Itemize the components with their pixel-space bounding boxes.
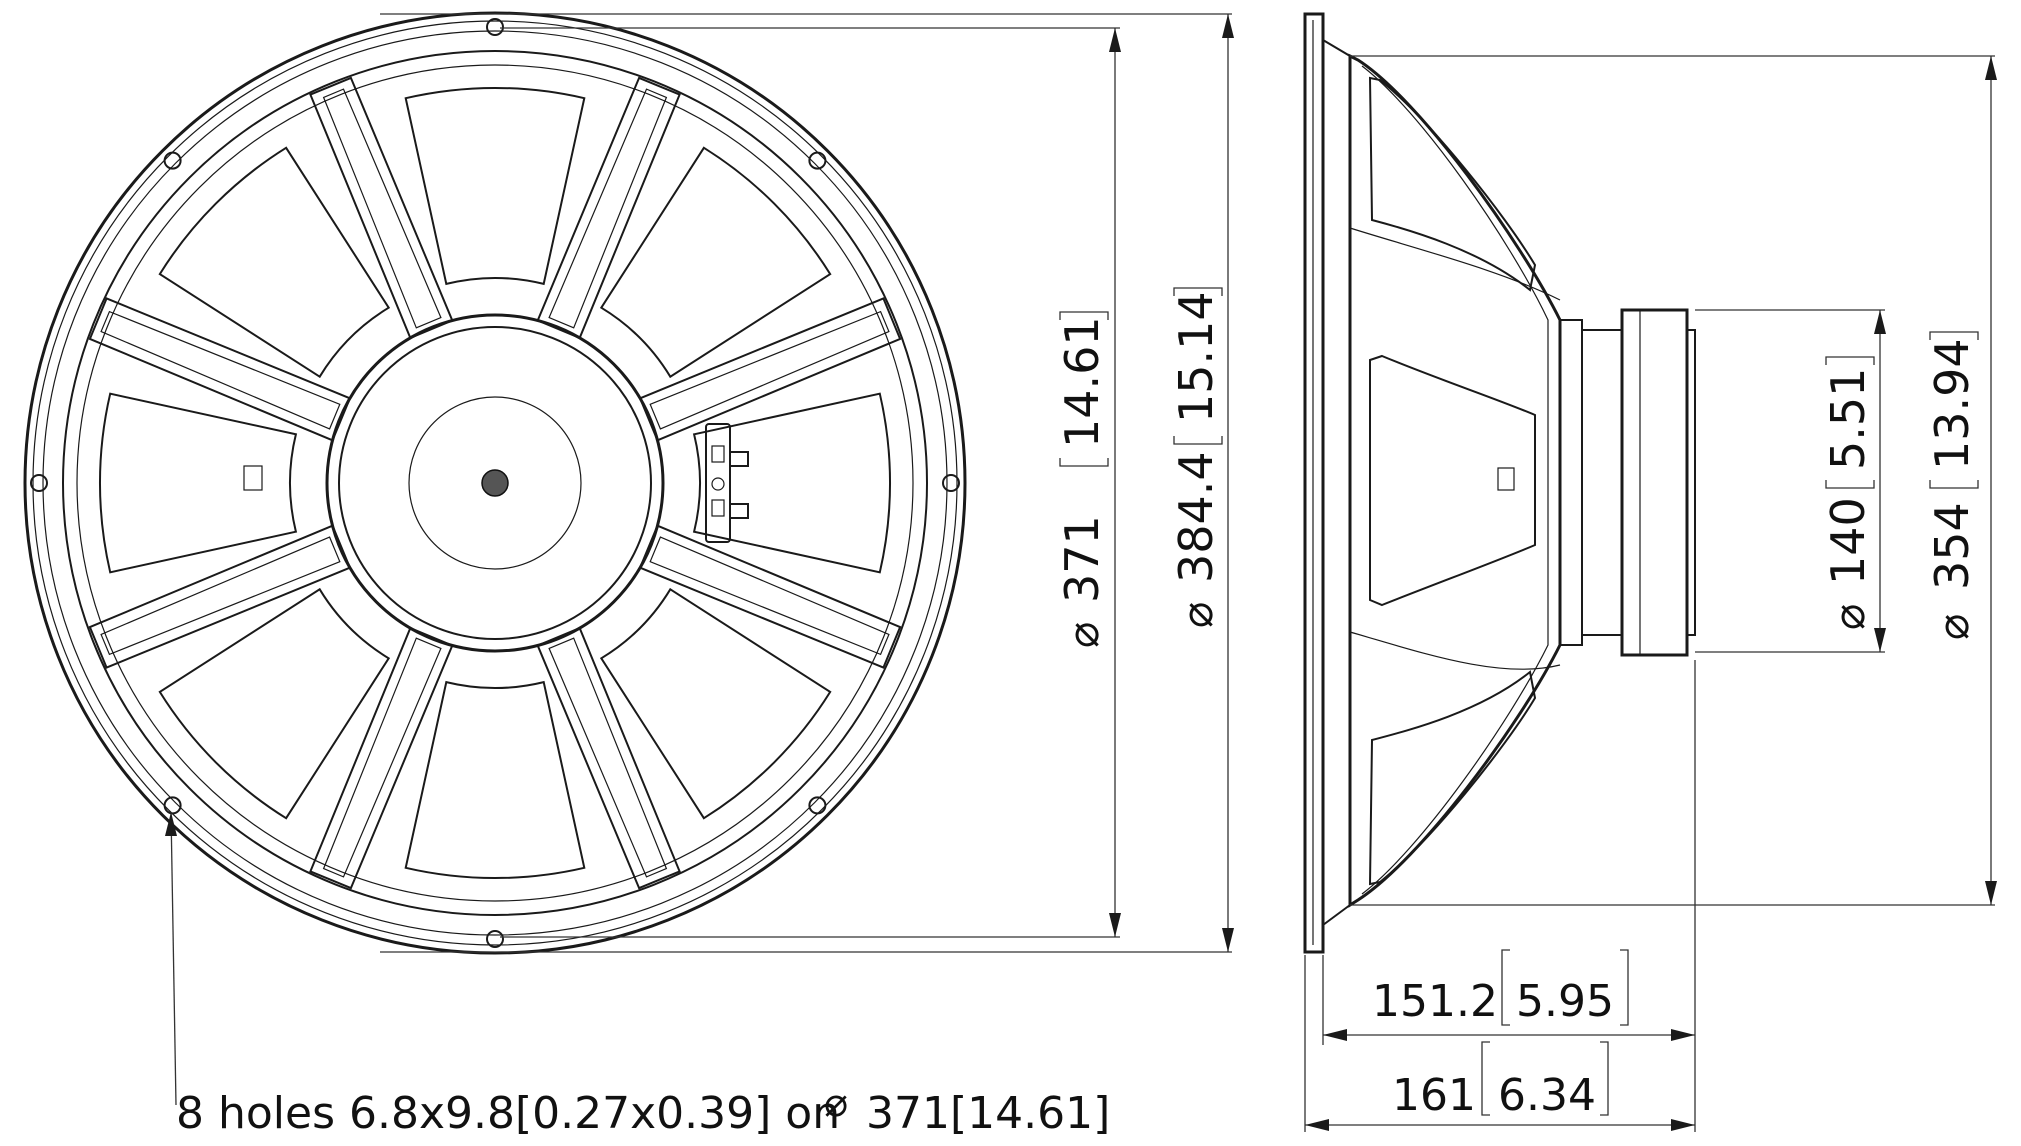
diameter-symbol-384: ⌀ <box>1172 602 1223 629</box>
basket-window <box>599 587 832 820</box>
basket-rim <box>62 50 928 916</box>
side-dimensions <box>1304 55 1997 1132</box>
magnet-plate <box>1581 329 1623 636</box>
mounting-hole <box>163 796 182 815</box>
dim-354-inch: 13.94 <box>1925 338 1979 470</box>
dim-151-inch: 5.95 <box>1516 976 1614 1027</box>
frame-ring-2 <box>32 20 958 946</box>
magnet-body <box>1620 308 1689 657</box>
magnet-outer <box>325 313 665 653</box>
mounting-hole <box>486 18 504 36</box>
dim-161-inch: 6.34 <box>1498 1070 1596 1121</box>
pole-piece <box>408 396 582 570</box>
mounting-hole <box>163 151 182 170</box>
mounting-hole <box>808 151 827 170</box>
dim-354: ⌀ 354 13.94 <box>1925 331 1979 641</box>
side-terminal <box>1497 467 1515 491</box>
diameter-symbol-354: ⌀ <box>1928 614 1979 641</box>
spoke-ridge <box>100 310 341 430</box>
dim-140: ⌀ 140 5.51 <box>1821 356 1875 631</box>
dim-371-inch: 14.61 <box>1055 316 1109 448</box>
basket-window-mid <box>1369 354 1536 607</box>
dim-371-mm: 371 <box>1055 515 1109 603</box>
magnet-ring <box>338 326 652 640</box>
basket-window <box>158 587 391 820</box>
spoke-ridge <box>100 536 341 656</box>
dim-384: ⌀ 384.4 15.14 <box>1169 287 1223 629</box>
vent-grille <box>481 469 509 497</box>
diameter-symbol-371: ⌀ <box>1058 622 1109 649</box>
spoke-ridge <box>649 536 890 656</box>
basket-window <box>599 146 832 379</box>
spoke-ridge <box>322 88 442 329</box>
gasket-tab <box>243 465 263 491</box>
basket-window-top <box>1368 76 1537 292</box>
mounting-note: 8 holes 6.8x9.8[0.27x0.39] on <box>176 1088 840 1139</box>
basket-inner-rim <box>76 64 914 902</box>
mounting-note-diameter-symbol: ⌀ <box>824 1080 848 1126</box>
dim-384-inch: 15.14 <box>1169 291 1223 423</box>
magnet-back-plate <box>1686 329 1696 636</box>
spoke-ridge <box>548 637 668 878</box>
dim-371: ⌀ 371 14.61 <box>1055 311 1109 649</box>
basket-window <box>692 392 891 574</box>
mounting-holes <box>30 18 960 948</box>
dim-140-inch: 5.51 <box>1821 368 1875 470</box>
basket-window <box>404 87 586 286</box>
diameter-symbol-140: ⌀ <box>1824 604 1875 631</box>
mounting-hole <box>486 930 504 948</box>
mounting-note-circle: 371[14.61] <box>866 1088 1110 1139</box>
side-view <box>1303 12 1696 954</box>
spoke-ridge <box>548 88 668 329</box>
front-dimensions <box>165 13 1234 1106</box>
frame-outer-ring <box>23 11 967 955</box>
front-view <box>23 11 967 955</box>
dim-161-mm: 161 <box>1392 1070 1476 1121</box>
basket-window <box>99 392 298 574</box>
dim-384-mm: 384.4 <box>1169 451 1223 583</box>
magnet-plate-front <box>1559 319 1583 646</box>
frame-ring-3 <box>42 30 948 936</box>
basket-outline <box>1348 53 1562 908</box>
mounting-hole <box>30 474 48 492</box>
dim-151-mm: 151.2 <box>1372 976 1498 1027</box>
basket-window <box>158 146 391 379</box>
terminal-block <box>705 423 749 543</box>
dim-354-mm: 354 <box>1925 502 1979 590</box>
dim-140-mm: 140 <box>1821 497 1875 585</box>
mounting-hole <box>808 796 827 815</box>
spoke-ridge <box>322 637 442 878</box>
spoke-ridge <box>649 310 890 430</box>
mounting-hole <box>942 474 960 492</box>
frame-flange <box>1303 12 1325 954</box>
basket-window <box>404 680 586 879</box>
basket-window-bottom <box>1368 670 1537 886</box>
